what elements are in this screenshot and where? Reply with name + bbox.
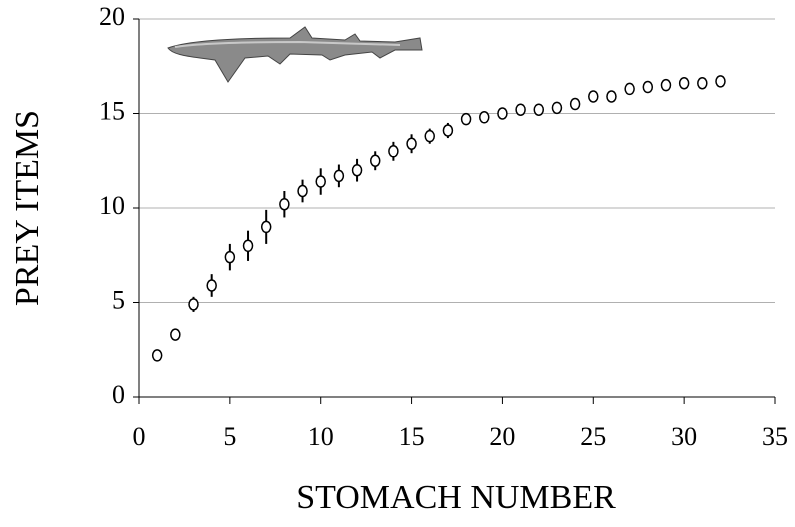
- data-point: [351, 163, 363, 177]
- data-point: [551, 101, 563, 115]
- x-axis-title: STOMACH NUMBER: [296, 479, 616, 516]
- data-point: [151, 349, 163, 362]
- data-point: [715, 75, 726, 88]
- shark-illustration: [167, 26, 423, 83]
- data-point: [333, 169, 345, 183]
- y-tick-label: 20: [99, 2, 125, 31]
- data-point: [569, 97, 581, 111]
- y-tick-label: 0: [112, 380, 125, 409]
- data-point: [279, 197, 290, 211]
- x-tick-label: 15: [399, 422, 425, 451]
- data-point: [224, 250, 236, 264]
- data-point: [678, 77, 690, 90]
- data-point: [442, 124, 454, 137]
- x-tick-label: 5: [223, 422, 236, 451]
- data-point: [460, 112, 472, 126]
- data-point: [206, 279, 217, 292]
- data-point: [260, 220, 272, 234]
- x-tick-label: 10: [308, 422, 334, 451]
- x-tick-label: 20: [489, 422, 515, 451]
- data-point: [369, 154, 381, 167]
- data-point: [515, 103, 526, 116]
- y-tick-label: 10: [99, 191, 125, 220]
- data-point: [406, 137, 417, 150]
- y-tick-label: 5: [112, 285, 125, 314]
- data-point: [297, 184, 308, 198]
- data-point: [188, 298, 199, 311]
- data-point: [660, 78, 672, 92]
- x-tick-label: 25: [580, 422, 606, 451]
- data-point: [624, 82, 635, 96]
- data-point: [606, 90, 617, 103]
- data-point: [424, 129, 435, 143]
- data-point: [533, 103, 545, 116]
- data-point: [642, 80, 654, 94]
- x-tick-label: 35: [762, 422, 788, 451]
- y-axis-title: PREY ITEMS: [9, 110, 46, 306]
- data-point: [479, 111, 490, 124]
- data-point: [497, 107, 508, 120]
- x-tick-label: 0: [133, 422, 146, 451]
- data-point: [315, 175, 326, 188]
- data-point: [697, 77, 708, 90]
- data-point: [242, 239, 254, 253]
- data-point: [388, 145, 399, 158]
- data-point: [588, 90, 599, 103]
- y-tick-label: 15: [99, 96, 125, 125]
- x-tick-label: 30: [671, 422, 697, 451]
- data-point: [170, 328, 181, 341]
